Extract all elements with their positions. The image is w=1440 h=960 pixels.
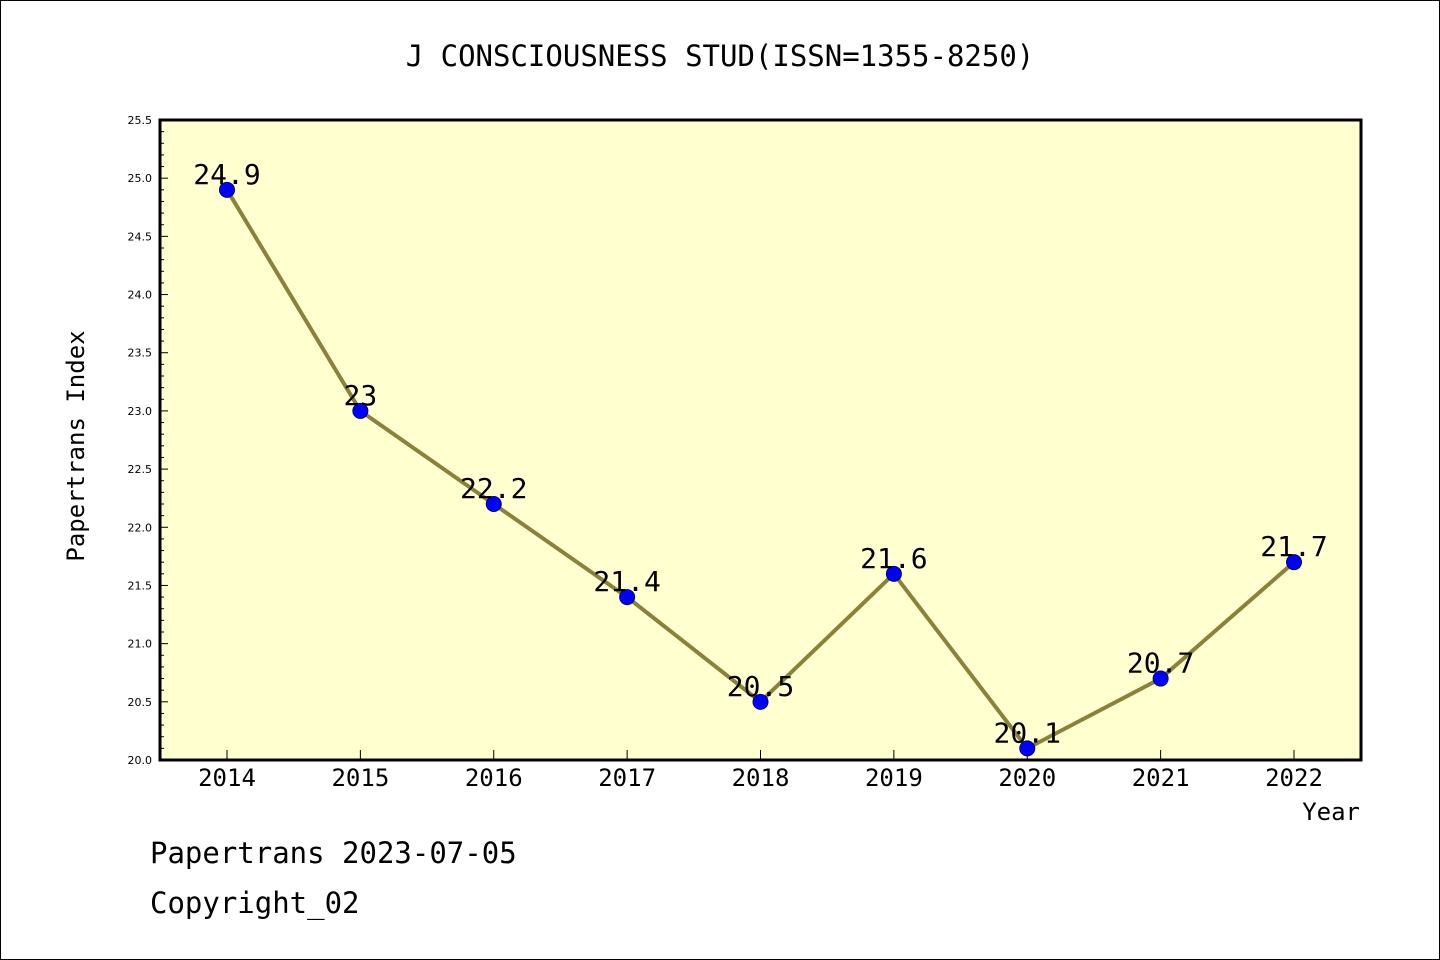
y-tick-label: 22.0 [128, 521, 153, 534]
y-tick-label: 20.0 [128, 754, 153, 767]
y-tick-label: 21.0 [128, 638, 153, 651]
data-label: 24.9 [193, 158, 260, 191]
x-tick-label: 2018 [732, 764, 790, 792]
x-tick-label: 2019 [865, 764, 923, 792]
data-point [1286, 554, 1302, 571]
y-tick-label: 21.5 [128, 579, 153, 592]
footer-date-line: Papertrans 2023-07-05 [150, 836, 517, 870]
y-tick-label: 25.0 [128, 172, 153, 185]
data-point [619, 589, 636, 606]
data-label: 22.2 [460, 472, 527, 505]
data-point [219, 181, 235, 198]
data-label: 20.7 [1127, 647, 1194, 680]
x-tick-label: 2020 [998, 764, 1056, 792]
data-point [1019, 740, 1036, 757]
x-axis-label: Year [1302, 798, 1360, 826]
y-tick-label: 23.0 [128, 405, 153, 418]
x-tick-label: 2014 [198, 764, 256, 792]
y-tick-label: 22.5 [128, 463, 153, 476]
data-label: 23 [344, 379, 378, 412]
data-point [885, 565, 902, 582]
data-labels: 24.9 23 22.2 21.4 20.5 21.6 20.1 20.7 21.7 [193, 158, 1327, 750]
x-tick-label: 2015 [331, 764, 389, 792]
data-label: 21.6 [860, 542, 927, 575]
data-label: 21.4 [593, 565, 660, 598]
y-tick-label: 24.0 [128, 289, 153, 302]
y-axis: 20.0 20.5 21.0 21.5 22.0 22.5 23.0 23.5 24.0 24.5… [128, 114, 168, 767]
y-axis-label: Papertrans Index [62, 330, 90, 561]
x-axis: 2014 2015 2016 2017 2018 2019 2020 2021 2022 [198, 750, 1323, 792]
x-tick-label: 2021 [1132, 764, 1190, 792]
y-tick-label: 23.5 [128, 347, 153, 360]
plot-border [158, 118, 1363, 762]
data-point [1152, 670, 1169, 687]
data-label: 21.7 [1260, 530, 1327, 563]
data-point [752, 693, 769, 710]
plot-area [160, 120, 1361, 760]
data-label: 20.1 [994, 716, 1061, 749]
x-tick-label: 2022 [1265, 764, 1323, 792]
chart-title: J CONSCIOUSNESS STUD(ISSN=1355-8250) [406, 39, 1035, 73]
series-markers [219, 181, 1302, 757]
data-point [485, 496, 502, 512]
x-tick-label: 2017 [598, 764, 656, 792]
data-point [352, 402, 369, 419]
x-tick-label: 2016 [465, 764, 523, 792]
y-tick-label: 20.5 [128, 696, 153, 709]
footer-copyright: Copyright_02 [150, 886, 360, 920]
data-label: 20.5 [727, 670, 794, 703]
y-tick-label: 25.5 [128, 114, 153, 127]
y-tick-label: 24.5 [128, 230, 153, 243]
